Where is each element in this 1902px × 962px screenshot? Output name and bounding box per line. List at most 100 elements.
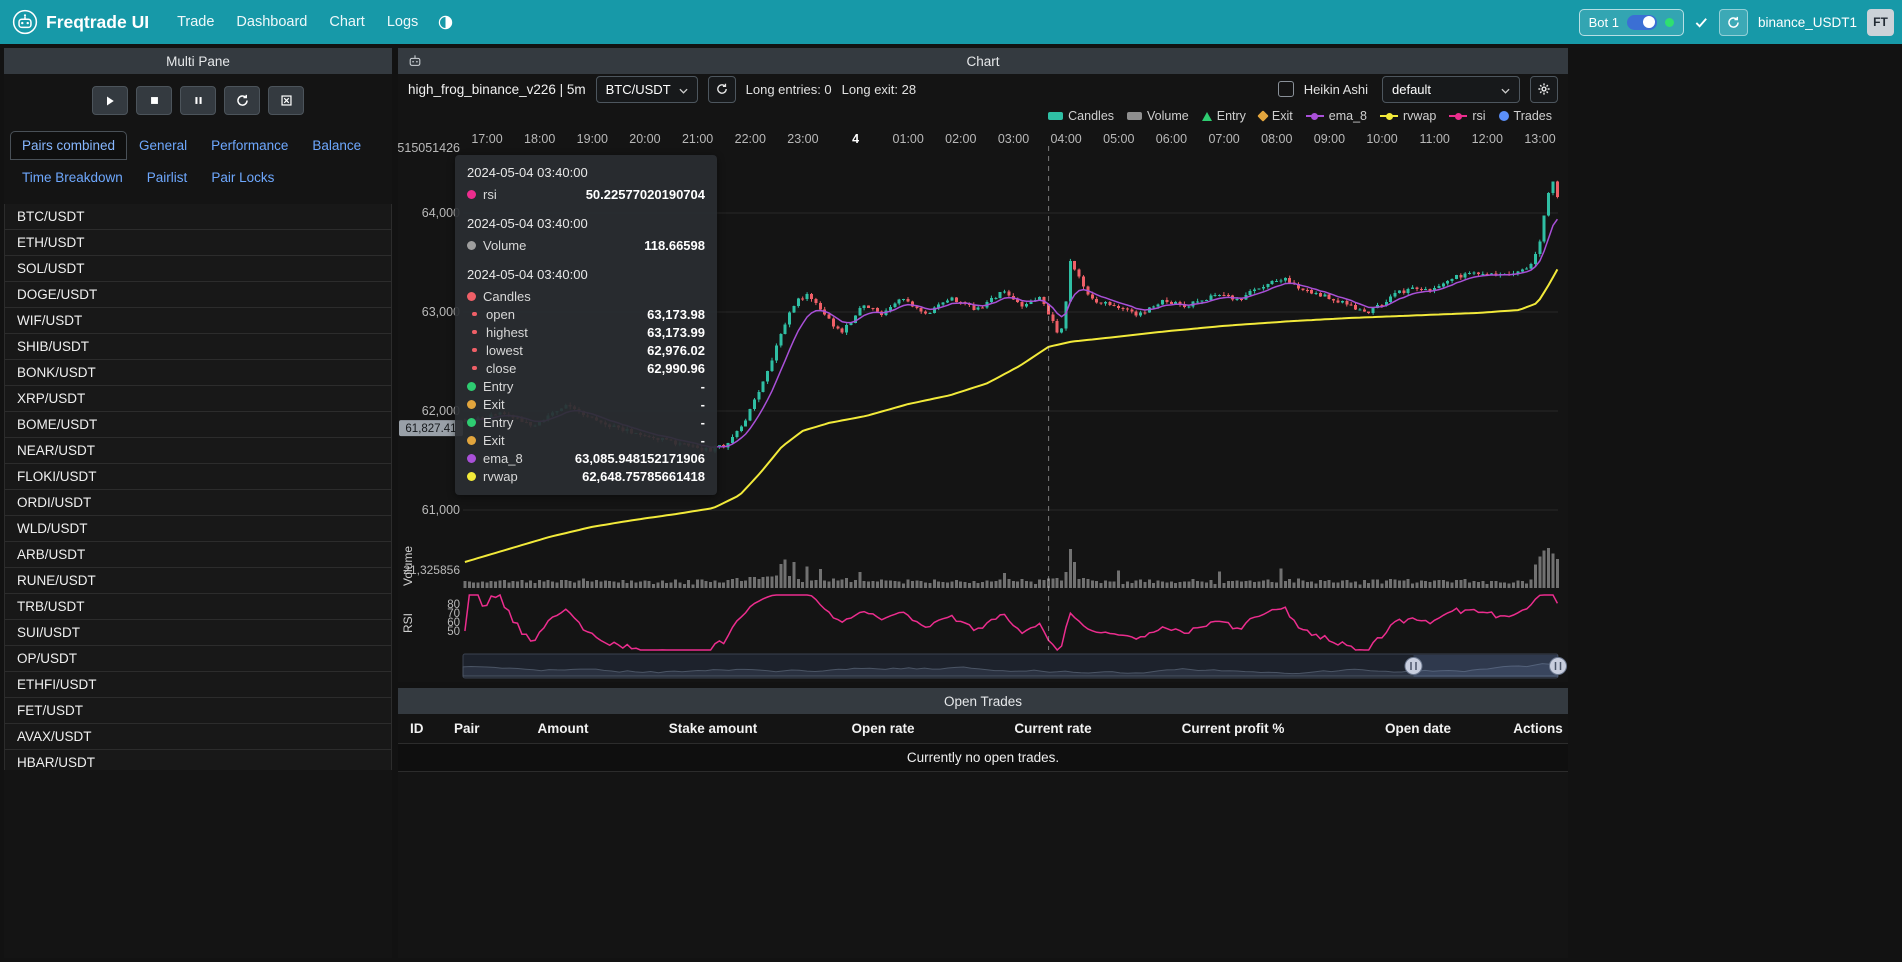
bot-toggle[interactable]: [1626, 14, 1657, 30]
theme-toggle-icon[interactable]: [432, 11, 459, 34]
datazoom-selected-window[interactable]: [1413, 655, 1559, 677]
rvwap-legend-marker-icon: [1380, 112, 1398, 120]
ema-8-legend-marker-icon: [1305, 112, 1324, 120]
svg-text:80: 80: [447, 599, 460, 611]
pair-list-item[interactable]: ETH/USDT: [4, 229, 392, 256]
datazoom-handle-left[interactable]: [1404, 657, 1423, 675]
tooltip-value: 118.66598: [644, 237, 705, 253]
exchange-account-label: binance_USDT1: [1757, 14, 1857, 30]
nav-link-dashboard[interactable]: Dashboard: [236, 14, 308, 30]
bot-selector[interactable]: Bot 1: [1578, 8, 1684, 36]
svg-text:60: 60: [447, 617, 460, 629]
pair-list-item[interactable]: BOME/USDT: [4, 411, 392, 438]
rsi-line: [464, 593, 1559, 652]
heikin-ashi-label: Heikin Ashi: [1303, 81, 1368, 97]
pair-list-item[interactable]: SOL/USDT: [4, 255, 392, 282]
pair-list-item[interactable]: WLD/USDT: [4, 515, 392, 542]
pair-list-item[interactable]: SHIB/USDT: [4, 333, 392, 360]
tooltip-value: 62,976.02: [647, 342, 705, 358]
toggle-knob: [1643, 16, 1656, 28]
pair-list-item[interactable]: DOGE/USDT: [4, 281, 392, 308]
pair-list-item[interactable]: BTC/USDT: [4, 204, 392, 230]
start-bot-button[interactable]: [92, 86, 128, 115]
check-icon: [1694, 15, 1709, 30]
tooltip-label: lowest: [486, 342, 523, 358]
pair-list-item[interactable]: FLOKI/USDT: [4, 463, 392, 490]
legend-label: Trades: [1513, 109, 1552, 123]
chart-area: Candles Volume Entry Exit ema_8 rvwap rsi Trade…: [397, 104, 1568, 682]
column-header-pair: Pair: [454, 721, 480, 736]
stop-bot-button[interactable]: [136, 86, 172, 115]
force-exit-bot-button[interactable]: [268, 86, 304, 115]
pair-list-item[interactable]: AVAX/USDT: [4, 723, 392, 750]
tooltip-label: rsi: [483, 186, 497, 202]
legend-item-volume[interactable]: Volume: [1127, 109, 1189, 123]
tooltip-row-ema-8: ema_8 63,085.948152171906: [467, 449, 705, 467]
svg-text:07:00: 07:00: [1208, 132, 1239, 146]
pair-list-item[interactable]: ORDI/USDT: [4, 489, 392, 516]
tooltip-value: -: [700, 378, 705, 394]
pair-list-item[interactable]: SUI/USDT: [4, 619, 392, 646]
tooltip-timestamp: 2024-05-04 03:40:00: [467, 165, 588, 180]
pair-list-item[interactable]: WIF/USDT: [4, 307, 392, 334]
tab-pair-locks[interactable]: Pair Locks: [211, 170, 275, 185]
svg-text:515051426: 515051426: [398, 141, 460, 155]
plot-config-select[interactable]: default: [1382, 75, 1520, 103]
stop-icon: [149, 95, 160, 106]
heikin-ashi-checkbox[interactable]: [1277, 81, 1294, 97]
avatar[interactable]: FT: [1867, 8, 1894, 36]
legend-item-trades[interactable]: Trades: [1498, 109, 1552, 123]
reload-bot-button[interactable]: [1718, 8, 1748, 36]
pair-list-item[interactable]: ARB/USDT: [4, 541, 392, 568]
tab-pairs-combined[interactable]: Pairs combined: [10, 131, 128, 160]
svg-text:17:00: 17:00: [471, 132, 502, 146]
svg-text:03:00: 03:00: [998, 132, 1029, 146]
tab-balance[interactable]: Balance: [312, 138, 362, 153]
multi-pane-panel: Multi Pane Pairs combined General Performa…: [4, 48, 392, 958]
pair-list-item[interactable]: XRP/USDT: [4, 385, 392, 412]
legend-item-exit[interactable]: Exit: [1257, 109, 1293, 123]
tooltip-row-entry: Entry -: [467, 413, 705, 431]
pair-list-item[interactable]: RUNE/USDT: [4, 567, 392, 594]
datazoom-handle-right[interactable]: [1549, 657, 1567, 675]
open-trades-title: Open Trades: [943, 693, 1023, 709]
exit-series-dot-icon: [467, 399, 476, 409]
pair-list-item[interactable]: OP/USDT: [4, 645, 392, 672]
pair-select[interactable]: BTC/USDT: [595, 75, 698, 103]
pair-list-item[interactable]: ETHFI/USDT: [4, 671, 392, 698]
pair-list-item[interactable]: NEAR/USDT: [4, 437, 392, 464]
tab-time-breakdown[interactable]: Time Breakdown: [22, 170, 123, 185]
pair-list-item[interactable]: TRB/USDT: [4, 593, 392, 620]
tab-performance[interactable]: Performance: [211, 138, 289, 153]
brand-title[interactable]: Freqtrade UI: [46, 11, 150, 32]
legend-item-rvwap[interactable]: rvwap: [1380, 109, 1436, 123]
tooltip-label: Candles: [483, 288, 531, 304]
plot-settings-gear-button[interactable]: [1530, 75, 1558, 103]
tooltip-label: Volume: [483, 237, 527, 253]
svg-text:05:00: 05:00: [1103, 132, 1134, 146]
pause-bot-button[interactable]: [180, 86, 216, 115]
lowest-series-dot-icon: [472, 347, 477, 353]
reload-bot-button[interactable]: [224, 86, 260, 115]
legend-item-candles[interactable]: Candles: [1048, 109, 1114, 123]
refresh-chart-button[interactable]: [707, 75, 736, 103]
nav-link-logs[interactable]: Logs: [386, 14, 419, 30]
pair-list-item[interactable]: FET/USDT: [4, 697, 392, 724]
pair-list-item[interactable]: HBAR/USDT: [4, 749, 392, 770]
svg-text:62,000: 62,000: [422, 404, 460, 418]
legend-item-ema-8[interactable]: ema_8: [1305, 109, 1367, 123]
tooltip-label: Entry: [483, 378, 514, 394]
nav-link-chart[interactable]: Chart: [329, 14, 365, 30]
tooltip-label: highest: [486, 324, 528, 340]
pair-list-item[interactable]: BONK/USDT: [4, 359, 392, 386]
legend-item-entry[interactable]: Entry: [1201, 109, 1246, 123]
legend-item-rsi[interactable]: rsi: [1449, 109, 1486, 123]
svg-text:64,000: 64,000: [422, 206, 460, 220]
tab-general[interactable]: General: [139, 138, 188, 153]
tab-pairlist[interactable]: Pairlist: [146, 170, 188, 185]
long-entries-label: Long entries: 0: [745, 81, 832, 97]
tooltip-row-close: close 62,990.96: [467, 359, 705, 377]
nav-link-trade[interactable]: Trade: [177, 14, 215, 30]
column-header-actions: Actions: [1513, 721, 1563, 736]
chart-panel-header: Chart: [398, 48, 1568, 74]
